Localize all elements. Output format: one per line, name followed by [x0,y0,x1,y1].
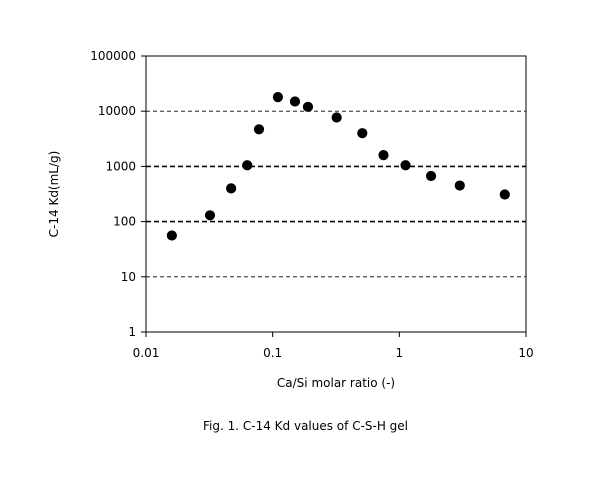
data-point [204,210,216,221]
data-point [357,128,368,139]
data-point [378,150,389,161]
x-tick-label: 1 [396,346,404,360]
data-point [302,101,314,112]
data-point [331,112,342,123]
data-point [425,170,437,182]
data-point [289,96,301,107]
data-points [166,92,510,241]
y-tick-label: 1 [128,325,136,339]
plot-area [145,55,527,333]
data-point [226,183,237,194]
y-tick-label: 1000 [105,159,136,173]
data-point [499,189,510,200]
x-tick-label: 0.1 [263,346,282,360]
data-point [400,160,411,171]
data-point [253,124,265,135]
x-axis-title: Ca/Si molar ratio (-) [277,376,395,390]
y-tick-label: 10 [121,270,136,284]
x-tick-label: 0.01 [133,346,160,360]
x-tick-label: 10 [518,346,533,360]
axis-ticks: 1 10 100 1000 10000 100000 0.01 0.1 1 10 [90,49,533,360]
y-axis-title: C-14 Kd(mL/g) [47,151,61,238]
y-tick-label: 10000 [98,104,136,118]
y-tick-label: 100000 [90,49,136,63]
data-point [454,180,465,191]
data-point [166,230,177,241]
y-tick-label: 100 [113,215,136,229]
data-point [242,160,253,171]
figure-caption: Fig. 1. C-14 Kd values of C-S-H gel [203,419,408,433]
gridlines [146,110,526,278]
data-point [272,92,284,103]
